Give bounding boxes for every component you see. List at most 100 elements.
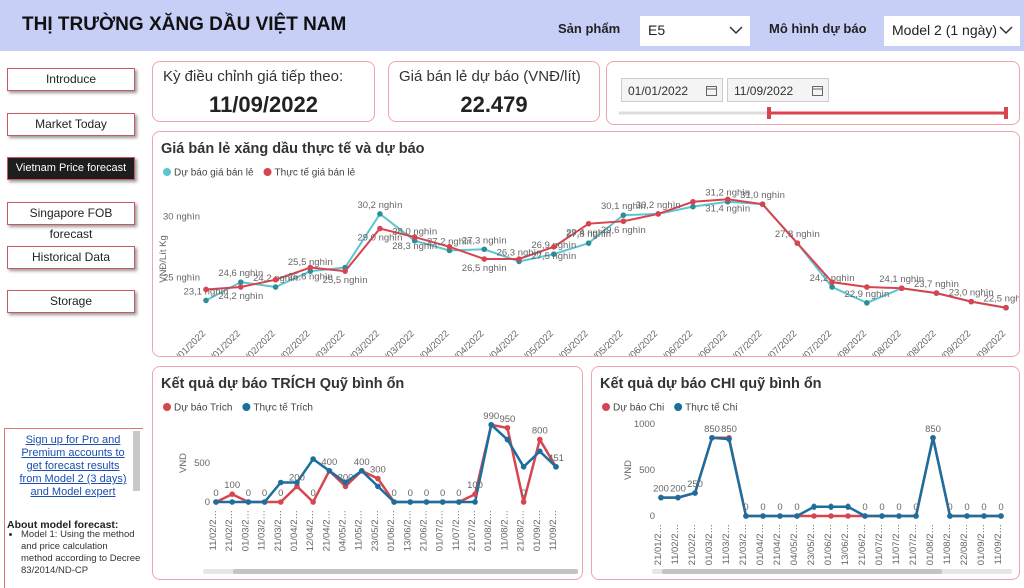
data-point xyxy=(277,499,284,505)
date-start[interactable]: 01/01/2022 xyxy=(621,78,723,102)
x-tick-label: 21/03/2… xyxy=(273,510,284,551)
x-tick-label: 01/07/2022 xyxy=(723,328,764,357)
date-slicer: 01/01/2022 11/09/2022 xyxy=(606,61,1020,125)
data-point xyxy=(551,251,557,257)
x-tick-label: 12/04/2… xyxy=(305,510,316,551)
data-label: 0 xyxy=(310,488,315,499)
x-tick-label: 11/08/2… xyxy=(942,524,953,565)
product-value: E5 xyxy=(648,22,666,38)
y-tick-label: 0 xyxy=(205,497,210,508)
nav-button[interactable]: Historical Data xyxy=(7,246,135,269)
legend-swatch xyxy=(163,403,171,411)
data-label: 400 xyxy=(321,457,337,468)
chart: Kết quả dự báo CHI quỹ bình ổn VND Dự báo … xyxy=(600,376,1012,574)
data-point xyxy=(229,491,235,497)
data-point xyxy=(862,513,868,519)
data-label: 27,8 nghìn xyxy=(775,229,820,240)
y-tick-label: 500 xyxy=(194,458,210,469)
x-tick-label: 11/03/2022 xyxy=(341,328,382,357)
data-point xyxy=(272,276,279,283)
x-tick-label: 04/05/2022 xyxy=(515,328,556,357)
data-point xyxy=(964,513,970,519)
data-point xyxy=(692,490,698,496)
data-label: 0 xyxy=(521,488,526,499)
x-tick-label: 01/06/2… xyxy=(386,510,397,551)
chevron xyxy=(729,26,743,35)
signup-link[interactable]: Sign up for Pro and Premium accounts to … xyxy=(19,434,127,498)
product-dropdown[interactable]: E5 xyxy=(640,16,750,46)
data-label: 25,5 nghìn xyxy=(323,275,368,286)
data-point xyxy=(845,513,851,519)
x-tick-label: 21/01/2… xyxy=(653,524,664,565)
x-tick-label: 01/09/2… xyxy=(976,524,987,565)
card-label: Giá bán lẻ dự báo (VNĐ/lít) xyxy=(399,68,581,85)
x-tick-label: 12/04/2022 xyxy=(445,328,486,357)
data-point xyxy=(585,220,592,227)
data-label: 31,4 nghìn xyxy=(705,203,750,214)
data-label: 0 xyxy=(440,488,445,499)
data-point xyxy=(377,211,383,217)
data-label: 0 xyxy=(777,502,782,513)
y-axis-title: VND xyxy=(623,460,634,480)
x-tick-label: 13/06/2… xyxy=(402,510,413,551)
x-tick-label: 11/08/2… xyxy=(499,510,510,551)
y-tick-label: 500 xyxy=(639,465,655,476)
nav-button[interactable]: Introduce xyxy=(7,68,135,91)
nav-button[interactable]: Singapore FOB forecast xyxy=(7,202,135,241)
x-tick-label: 04/05/2… xyxy=(338,510,349,551)
data-point xyxy=(472,491,478,497)
scrollbar xyxy=(133,431,140,491)
data-point xyxy=(520,499,527,505)
data-point xyxy=(391,499,397,505)
data-label: 0 xyxy=(896,502,901,513)
date-end[interactable]: 11/09/2022 xyxy=(727,78,829,102)
model-dropdown[interactable]: Model 2 (1 ngày) xyxy=(884,16,1020,46)
legend-swatch xyxy=(242,403,251,411)
data-point xyxy=(307,264,314,271)
x-tick-label: 11/09/2022 xyxy=(967,328,1008,357)
x-tick-label: 21/06/2… xyxy=(857,524,868,565)
y-tick-label: 30 nghìn xyxy=(163,211,200,222)
nav-button[interactable]: Storage xyxy=(7,290,135,313)
data-label: 0 xyxy=(760,502,765,513)
data-label: 0 xyxy=(964,502,969,513)
data-label: 31,2 nghìn xyxy=(705,188,750,199)
product-label: Sản phẩm xyxy=(558,21,621,36)
nav-button[interactable]: Vietnam Price forecast xyxy=(7,157,135,180)
data-point xyxy=(726,436,732,442)
data-label: 22,9 nghìn xyxy=(844,289,889,300)
calendar-icon xyxy=(812,86,823,96)
data-point xyxy=(913,513,919,519)
x-tick-label: 21/03/2… xyxy=(738,524,749,565)
data-point xyxy=(829,284,835,290)
data-point xyxy=(930,435,936,441)
data-point xyxy=(213,499,219,505)
data-point xyxy=(326,468,333,474)
data-point xyxy=(879,513,885,519)
data-label: 30,2 nghìn xyxy=(357,200,402,211)
range-slider[interactable] xyxy=(617,106,1017,120)
data-label: 0 xyxy=(262,488,267,499)
data-point xyxy=(294,483,300,490)
data-point xyxy=(342,268,348,274)
data-label: 22,5 nghìn xyxy=(984,294,1020,305)
x-tick-label: 21/07/2… xyxy=(467,510,478,551)
legend-swatch xyxy=(602,403,610,411)
x-tick-label: 11/09/2… xyxy=(548,510,559,551)
x-tick-label: 23/05/2… xyxy=(806,524,817,565)
data-label: 800 xyxy=(532,426,548,437)
x-tick-label: 11/01/2022 xyxy=(167,328,208,357)
x-tick-label: 11/05/2022 xyxy=(550,328,591,357)
data-label: 0 xyxy=(278,488,283,499)
data-point xyxy=(537,436,543,443)
x-tick-label: 01/07/2… xyxy=(435,510,446,551)
nav-button[interactable]: Market Today xyxy=(7,113,135,136)
data-point xyxy=(690,198,696,205)
data-point xyxy=(1003,304,1009,311)
data-point xyxy=(310,499,316,505)
data-label: 200 xyxy=(653,484,669,495)
data-label: 200 xyxy=(338,472,354,483)
data-point xyxy=(864,284,870,290)
data-point xyxy=(245,499,252,505)
